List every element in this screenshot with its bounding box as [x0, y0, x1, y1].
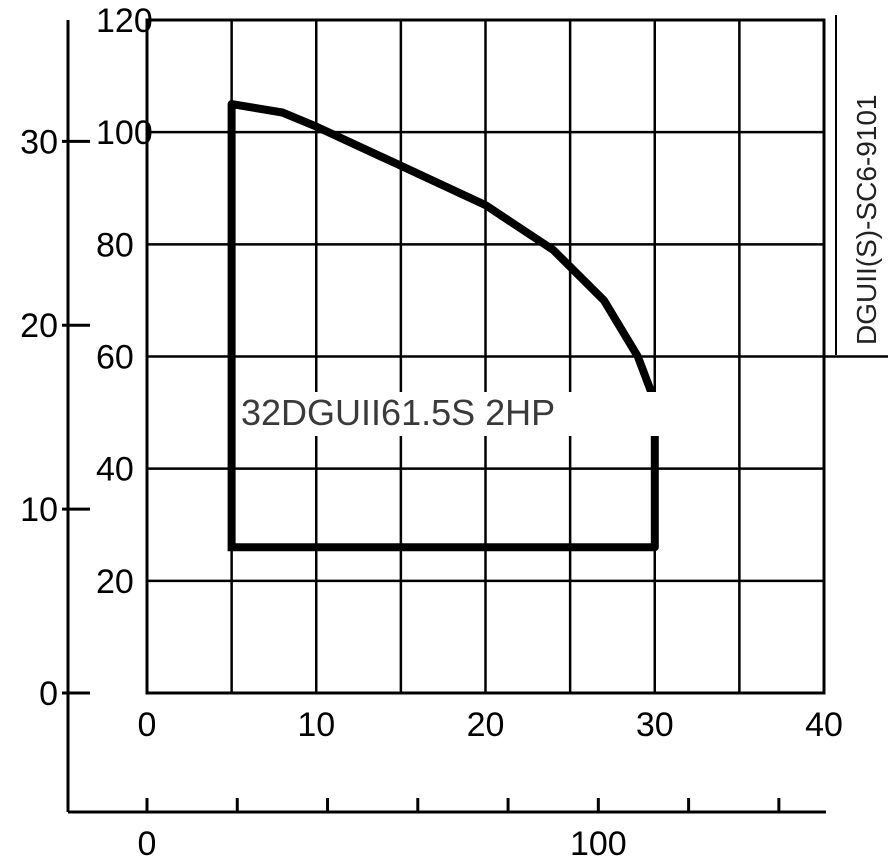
x-tick-label: 10 — [297, 706, 335, 744]
y-tick-label: 100 — [96, 114, 153, 152]
secondary-x-tick-label: 0 — [138, 825, 157, 861]
secondary-y-tick-label: 0 — [39, 675, 58, 713]
grid-lines — [147, 18, 888, 693]
model-label-background — [240, 392, 660, 436]
x-tick-label: 40 — [805, 706, 843, 744]
document-code: DGUII(S)-SC6-9101 — [851, 94, 882, 345]
x-tick-label: 0 — [138, 706, 157, 744]
model-label: 32DGUII61.5S 2HP — [241, 392, 555, 433]
y-tick-label: 120 — [96, 2, 153, 40]
y-tick-label: 20 — [96, 563, 134, 601]
y-tick-label: 40 — [96, 451, 134, 489]
secondary-x-tick-label: 100 — [570, 825, 627, 861]
performance-curve — [227, 100, 659, 552]
y-tick-label: 60 — [96, 339, 134, 377]
secondary-y-tick-label: 30 — [20, 123, 58, 161]
axis-ticks — [62, 139, 781, 812]
plot-border — [145, 18, 826, 695]
axis-frame — [66, 15, 837, 814]
tick-labels: 0 10 20 30 40 20 40 60 80 100 120 0 10 20 30 0 100 — [20, 2, 843, 861]
secondary-y-tick-label: 20 — [20, 307, 58, 345]
y-tick-label: 80 — [96, 226, 134, 264]
x-tick-label: 30 — [636, 706, 674, 744]
x-tick-label: 20 — [467, 706, 505, 744]
secondary-y-tick-label: 10 — [20, 491, 58, 529]
